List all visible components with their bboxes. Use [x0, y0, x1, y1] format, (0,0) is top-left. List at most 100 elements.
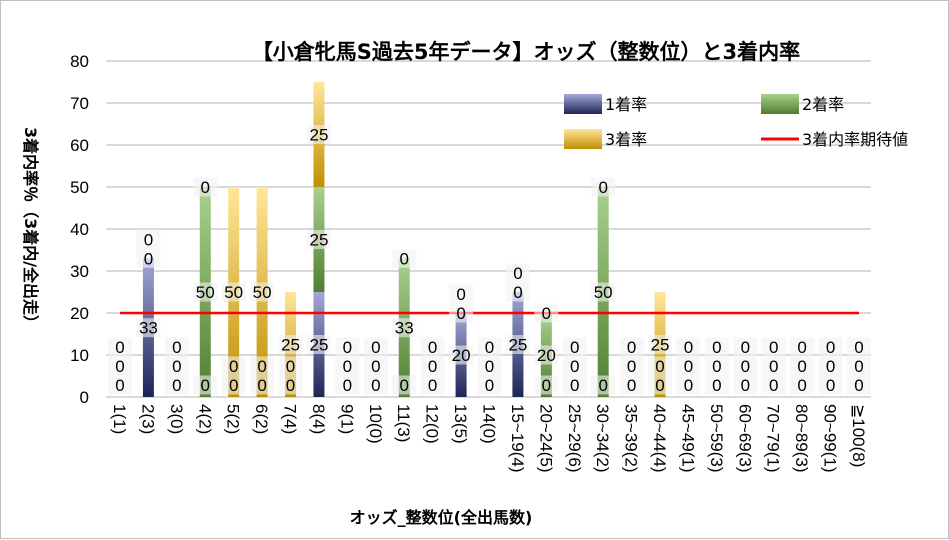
data-label-bg	[818, 375, 843, 395]
data-label: 0	[115, 357, 124, 376]
legend: 1着率 2着率 3着率 3着内率期待値	[564, 94, 908, 149]
data-label: 0	[769, 357, 778, 376]
data-label-bg	[136, 318, 161, 338]
y-tick-label: 0	[80, 388, 89, 407]
data-label: 0	[485, 376, 494, 395]
data-label-bg	[306, 230, 331, 249]
data-label-bg	[477, 356, 502, 376]
x-tick-label: 13(5)	[451, 404, 470, 444]
data-label-bg	[818, 356, 843, 376]
data-label: 0	[598, 178, 607, 197]
data-label: 0	[741, 338, 750, 357]
x-tick-label: 10(0)	[366, 404, 385, 444]
data-label: 0	[513, 283, 522, 302]
data-label-bg	[562, 356, 587, 376]
data-label-bg	[164, 356, 189, 376]
x-tick-label: 30~34(2)	[593, 404, 612, 473]
data-label: 0	[343, 376, 352, 395]
data-label: 0	[797, 357, 806, 376]
data-label: 0	[399, 249, 408, 268]
data-label: 0	[229, 376, 238, 395]
data-label-bg	[591, 282, 616, 302]
data-label: 0	[627, 338, 636, 357]
legend-label: 3着率	[605, 130, 647, 149]
data-label: 0	[286, 357, 295, 376]
legend-swatch	[761, 94, 799, 114]
data-label-bg	[790, 356, 815, 376]
x-tick-label: 9(1)	[337, 404, 356, 434]
data-label-bg	[477, 337, 502, 357]
data-label-bg	[505, 263, 530, 283]
x-tick-label: 20~24(5)	[536, 404, 555, 473]
x-tick-label: 50~59(3)	[707, 404, 726, 473]
data-label: 0	[712, 376, 721, 395]
data-label: 0	[201, 376, 210, 395]
data-label: 0	[428, 376, 437, 395]
data-label-bg	[619, 337, 644, 357]
data-label: 0	[684, 357, 693, 376]
data-label: 0	[826, 376, 835, 395]
data-label-bg	[733, 375, 758, 395]
data-label: 0	[144, 249, 153, 268]
chart-title: 【小倉牝馬S過去5年データ】オッズ（整数位）と3着内率	[252, 40, 800, 64]
data-label: 0	[229, 357, 238, 376]
x-tick-label: 12(0)	[423, 404, 442, 444]
data-label: 50	[224, 283, 243, 302]
data-label: 0	[485, 357, 494, 376]
data-label-bg	[420, 375, 445, 395]
data-label: 0	[115, 376, 124, 395]
data-label-bg	[306, 335, 331, 354]
data-label: 33	[139, 319, 158, 338]
data-label-bg	[562, 337, 587, 357]
data-label: 0	[371, 338, 380, 357]
data-label: 0	[684, 338, 693, 357]
data-label: 0	[712, 357, 721, 376]
x-tick-label: 40~44(4)	[650, 404, 669, 473]
x-tick-label: 6(2)	[252, 404, 271, 434]
data-label: 25	[310, 231, 329, 250]
data-label-bg	[676, 337, 701, 357]
data-label: 0	[570, 338, 579, 357]
x-tick-label: 3(0)	[167, 404, 186, 434]
y-tick-label: 10	[70, 346, 89, 365]
data-label: 0	[598, 376, 607, 395]
data-label: 50	[253, 283, 272, 302]
data-label: 0	[144, 230, 153, 249]
data-label-bg	[392, 248, 417, 268]
data-label: 0	[627, 376, 636, 395]
data-label: 0	[343, 338, 352, 357]
data-label: 0	[684, 376, 693, 395]
data-label: 25	[508, 336, 527, 355]
data-label: 20	[452, 346, 471, 365]
x-tick-label: 11(3)	[394, 404, 413, 442]
data-label-bg	[250, 282, 275, 302]
x-tick-label: 2(3)	[138, 404, 157, 434]
data-label: 0	[542, 376, 551, 395]
x-tick-label: 4(2)	[195, 404, 214, 434]
data-label: 25	[310, 336, 329, 355]
legend-label: 1着率	[605, 95, 647, 114]
data-label-bg	[676, 356, 701, 376]
data-label-bg	[221, 375, 246, 395]
y-tick-label: 20	[70, 304, 89, 323]
data-label-bg	[591, 177, 616, 197]
data-label-bg	[164, 337, 189, 357]
data-label-bg	[108, 337, 132, 357]
x-tick-label: 60~69(3)	[735, 404, 754, 473]
x-tick-label: 5(2)	[224, 404, 243, 434]
data-label-bg	[164, 375, 189, 395]
data-label-bg	[335, 356, 360, 376]
data-label: 25	[651, 336, 670, 355]
data-label: 0	[570, 357, 579, 376]
data-label-bg	[193, 177, 218, 197]
data-label: 0	[741, 376, 750, 395]
y-tick-label: 70	[70, 94, 89, 113]
x-tick-label: 7(4)	[281, 404, 300, 434]
data-label-bg	[676, 375, 701, 395]
data-label: 0	[371, 357, 380, 376]
data-label-bg	[790, 337, 815, 357]
data-label-bg	[335, 337, 360, 357]
data-label-bg	[420, 356, 445, 376]
x-tick-label: 45~49(1)	[678, 404, 697, 473]
